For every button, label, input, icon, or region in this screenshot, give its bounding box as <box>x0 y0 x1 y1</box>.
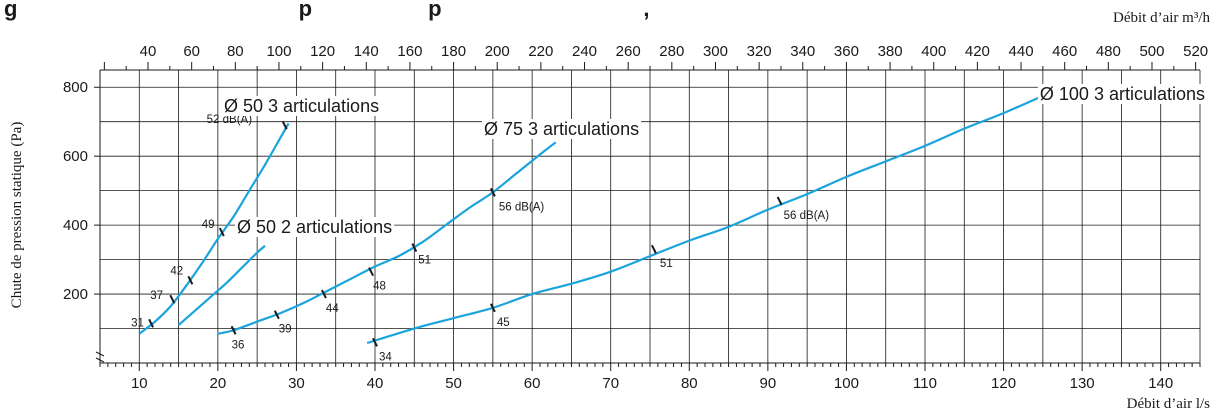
top-x-tick-label: 200 <box>485 43 510 60</box>
x-tick-label: 10 <box>131 375 148 392</box>
top-x-axis-ticks: 40 60 80 100 120 140 160 180 200 220 240 260 280 300 3… <box>103 43 1208 70</box>
noise-label: 37 <box>150 290 163 302</box>
axis-break-icon <box>95 351 105 363</box>
noise-label: 56 dB(A) <box>784 210 830 222</box>
cropped-title: g p p , <box>4 0 649 21</box>
top-x-tick-label: 340 <box>790 43 815 60</box>
top-x-tick-label: 180 <box>441 43 466 60</box>
noise-tick-mark <box>489 187 496 197</box>
top-x-tick-label: 420 <box>965 43 990 60</box>
noise-tick-mark <box>411 243 418 252</box>
top-x-tick-label: 160 <box>397 43 422 60</box>
top-x-tick-label: 100 <box>266 43 291 60</box>
x-tick-label: 120 <box>991 375 1016 392</box>
top-x-tick-label: 460 <box>1052 43 1077 60</box>
noise-tick-mark <box>148 318 154 328</box>
x-axis-title: Débit d’air l/s <box>1127 396 1210 412</box>
noise-tick-mark <box>230 325 237 335</box>
y-axis-title: Chute de pression statique (Pa) <box>9 122 25 309</box>
x-tick-label: 140 <box>1148 375 1173 392</box>
noise-label: 48 <box>373 281 386 293</box>
series-labels: Ø 50 3 articulations Ø 50 2 articulations… <box>222 84 1207 237</box>
noise-label: 56 dB(A) <box>499 201 545 213</box>
top-x-tick-label: 320 <box>747 43 772 60</box>
top-x-tick-label: 40 <box>140 43 157 60</box>
series-label-background <box>482 119 642 139</box>
series-curves <box>138 94 1044 345</box>
series-name-label: Ø 100 3 articulations <box>1040 84 1205 104</box>
x-tick-label: 80 <box>681 375 698 392</box>
noise-label: 44 <box>326 303 339 315</box>
noise-label: 52 dB(A) <box>207 114 253 126</box>
noise-tick-mark <box>218 227 225 237</box>
noise-markers: 31 37 42 49 52 dB(A) 36 39 44 48 51 56 dB(A) 34 45 51… <box>131 114 829 363</box>
x-tick-label: 100 <box>834 375 859 392</box>
top-x-tick-label: 260 <box>616 43 641 60</box>
noise-tick-mark <box>489 303 496 313</box>
noise-tick-mark <box>169 294 176 304</box>
x-tick-label: 50 <box>445 375 462 392</box>
series-name-label: Ø 75 3 articulations <box>484 119 639 139</box>
series-label-background <box>222 96 382 116</box>
top-x-tick-label: 400 <box>921 43 946 60</box>
noise-label: 51 <box>660 258 673 270</box>
y-axis-ticks: 200 400 600 800 <box>63 79 100 303</box>
series-label-background <box>1037 84 1207 104</box>
top-x-tick-label: 120 <box>310 43 335 60</box>
noise-label: 34 <box>379 351 392 363</box>
series-name-label: Ø 50 2 articulations <box>237 217 392 237</box>
noise-tick-mark <box>372 337 378 347</box>
y-tick-label: 400 <box>63 217 88 234</box>
x-tick-label: 60 <box>524 375 541 392</box>
noise-label: 39 <box>279 324 292 336</box>
noise-tick-mark <box>368 267 374 277</box>
top-x-axis-title: Débit d’air m³/h <box>1113 10 1210 26</box>
series-line-1 <box>138 122 290 335</box>
grid-lines <box>100 70 1201 363</box>
top-x-tick-label: 220 <box>528 43 553 60</box>
top-x-tick-label: 520 <box>1183 43 1208 60</box>
x-tick-label: 40 <box>367 375 384 392</box>
top-x-tick-label: 280 <box>659 43 684 60</box>
top-x-tick-label: 380 <box>878 43 903 60</box>
top-x-tick-label: 360 <box>834 43 859 60</box>
y-tick-label: 800 <box>63 79 88 96</box>
noise-label: 45 <box>497 317 510 329</box>
series-name-label: Ø 50 3 articulations <box>224 96 379 116</box>
noise-tick-mark <box>321 289 327 299</box>
top-x-tick-label: 240 <box>572 43 597 60</box>
noise-label: 49 <box>202 219 215 231</box>
series-label-background <box>235 217 395 237</box>
series-line-3 <box>217 141 557 335</box>
noise-label: 51 <box>418 255 431 267</box>
noise-tick-mark <box>281 120 288 130</box>
top-x-tick-label: 500 <box>1139 43 1164 60</box>
top-x-tick-label: 80 <box>227 43 244 60</box>
y-tick-label: 200 <box>63 286 88 303</box>
y-tick-label: 600 <box>63 148 88 165</box>
noise-label: 31 <box>131 317 144 329</box>
x-tick-label: 70 <box>602 375 619 392</box>
top-x-tick-label: 480 <box>1096 43 1121 60</box>
top-x-tick-label: 300 <box>703 43 728 60</box>
x-tick-label: 90 <box>760 375 777 392</box>
noise-tick-mark <box>651 244 657 254</box>
x-tick-label: 110 <box>913 375 937 392</box>
noise-tick-mark <box>187 275 194 285</box>
series-line-4 <box>366 94 1044 345</box>
x-tick-label: 20 <box>210 375 227 392</box>
top-x-tick-label: 140 <box>354 43 379 60</box>
top-x-tick-label: 440 <box>1009 43 1034 60</box>
top-x-tick-label: 60 <box>183 43 200 60</box>
x-tick-label: 130 <box>1070 375 1095 392</box>
noise-label: 42 <box>170 265 183 277</box>
series-line-2 <box>177 244 266 326</box>
noise-tick-mark <box>776 196 783 206</box>
x-tick-label: 30 <box>288 375 305 392</box>
noise-tick-mark <box>273 310 280 320</box>
noise-label: 36 <box>232 339 245 351</box>
x-axis-ticks: 10 20 30 40 50 60 70 80 90 100 110 120 130 140 <box>99 363 1201 392</box>
